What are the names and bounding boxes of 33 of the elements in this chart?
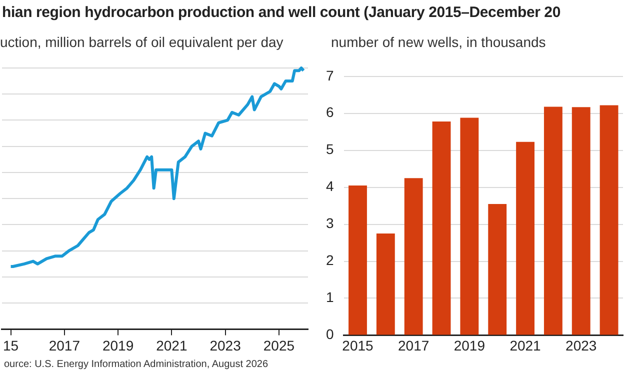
- x-tick-label: 2025: [263, 337, 295, 354]
- x-tick-label: 2015: [342, 337, 374, 354]
- bar: [404, 178, 423, 335]
- bar: [600, 105, 618, 335]
- y-tick-label: 4: [326, 178, 334, 194]
- y-axis-title: uction, million barrels of oil equivalent per day: [0, 34, 284, 50]
- x-tick-label: 2023: [566, 337, 597, 354]
- y-tick-label: 3: [326, 215, 334, 232]
- bar: [572, 107, 590, 335]
- bar: [488, 204, 507, 335]
- bar: [516, 142, 534, 335]
- y-tick-label: 6: [326, 104, 334, 120]
- y-tick-label: 2: [326, 252, 334, 268]
- bar: [544, 106, 562, 335]
- y-tick-label: 7: [326, 67, 334, 84]
- x-tick-label: 2021: [156, 337, 188, 354]
- bar: [432, 122, 451, 335]
- y-axis-title: number of new wells, in thousands: [331, 34, 546, 50]
- x-tick-label: 2019: [102, 337, 134, 354]
- x-tick-label: 2021: [510, 337, 542, 354]
- x-tick-label: 2017: [48, 337, 80, 354]
- y-tick-label: 5: [326, 141, 334, 158]
- x-tick-label: 2019: [454, 337, 486, 354]
- text: ource: U.S. Energy Information Administration, August 2026: [4, 359, 268, 370]
- bar: [460, 118, 479, 335]
- chart-title: hian region hydrocarbon production and well count (January 2015–December 20: [2, 4, 560, 21]
- y-tick-label: 1: [326, 289, 334, 306]
- x-tick-label: 2017: [398, 337, 430, 354]
- y-tick-label: 0: [326, 326, 334, 342]
- x-tick-label: 15: [2, 337, 19, 354]
- x-tick-label: 2023: [210, 337, 242, 354]
- bar: [376, 234, 395, 335]
- bar: [348, 185, 367, 335]
